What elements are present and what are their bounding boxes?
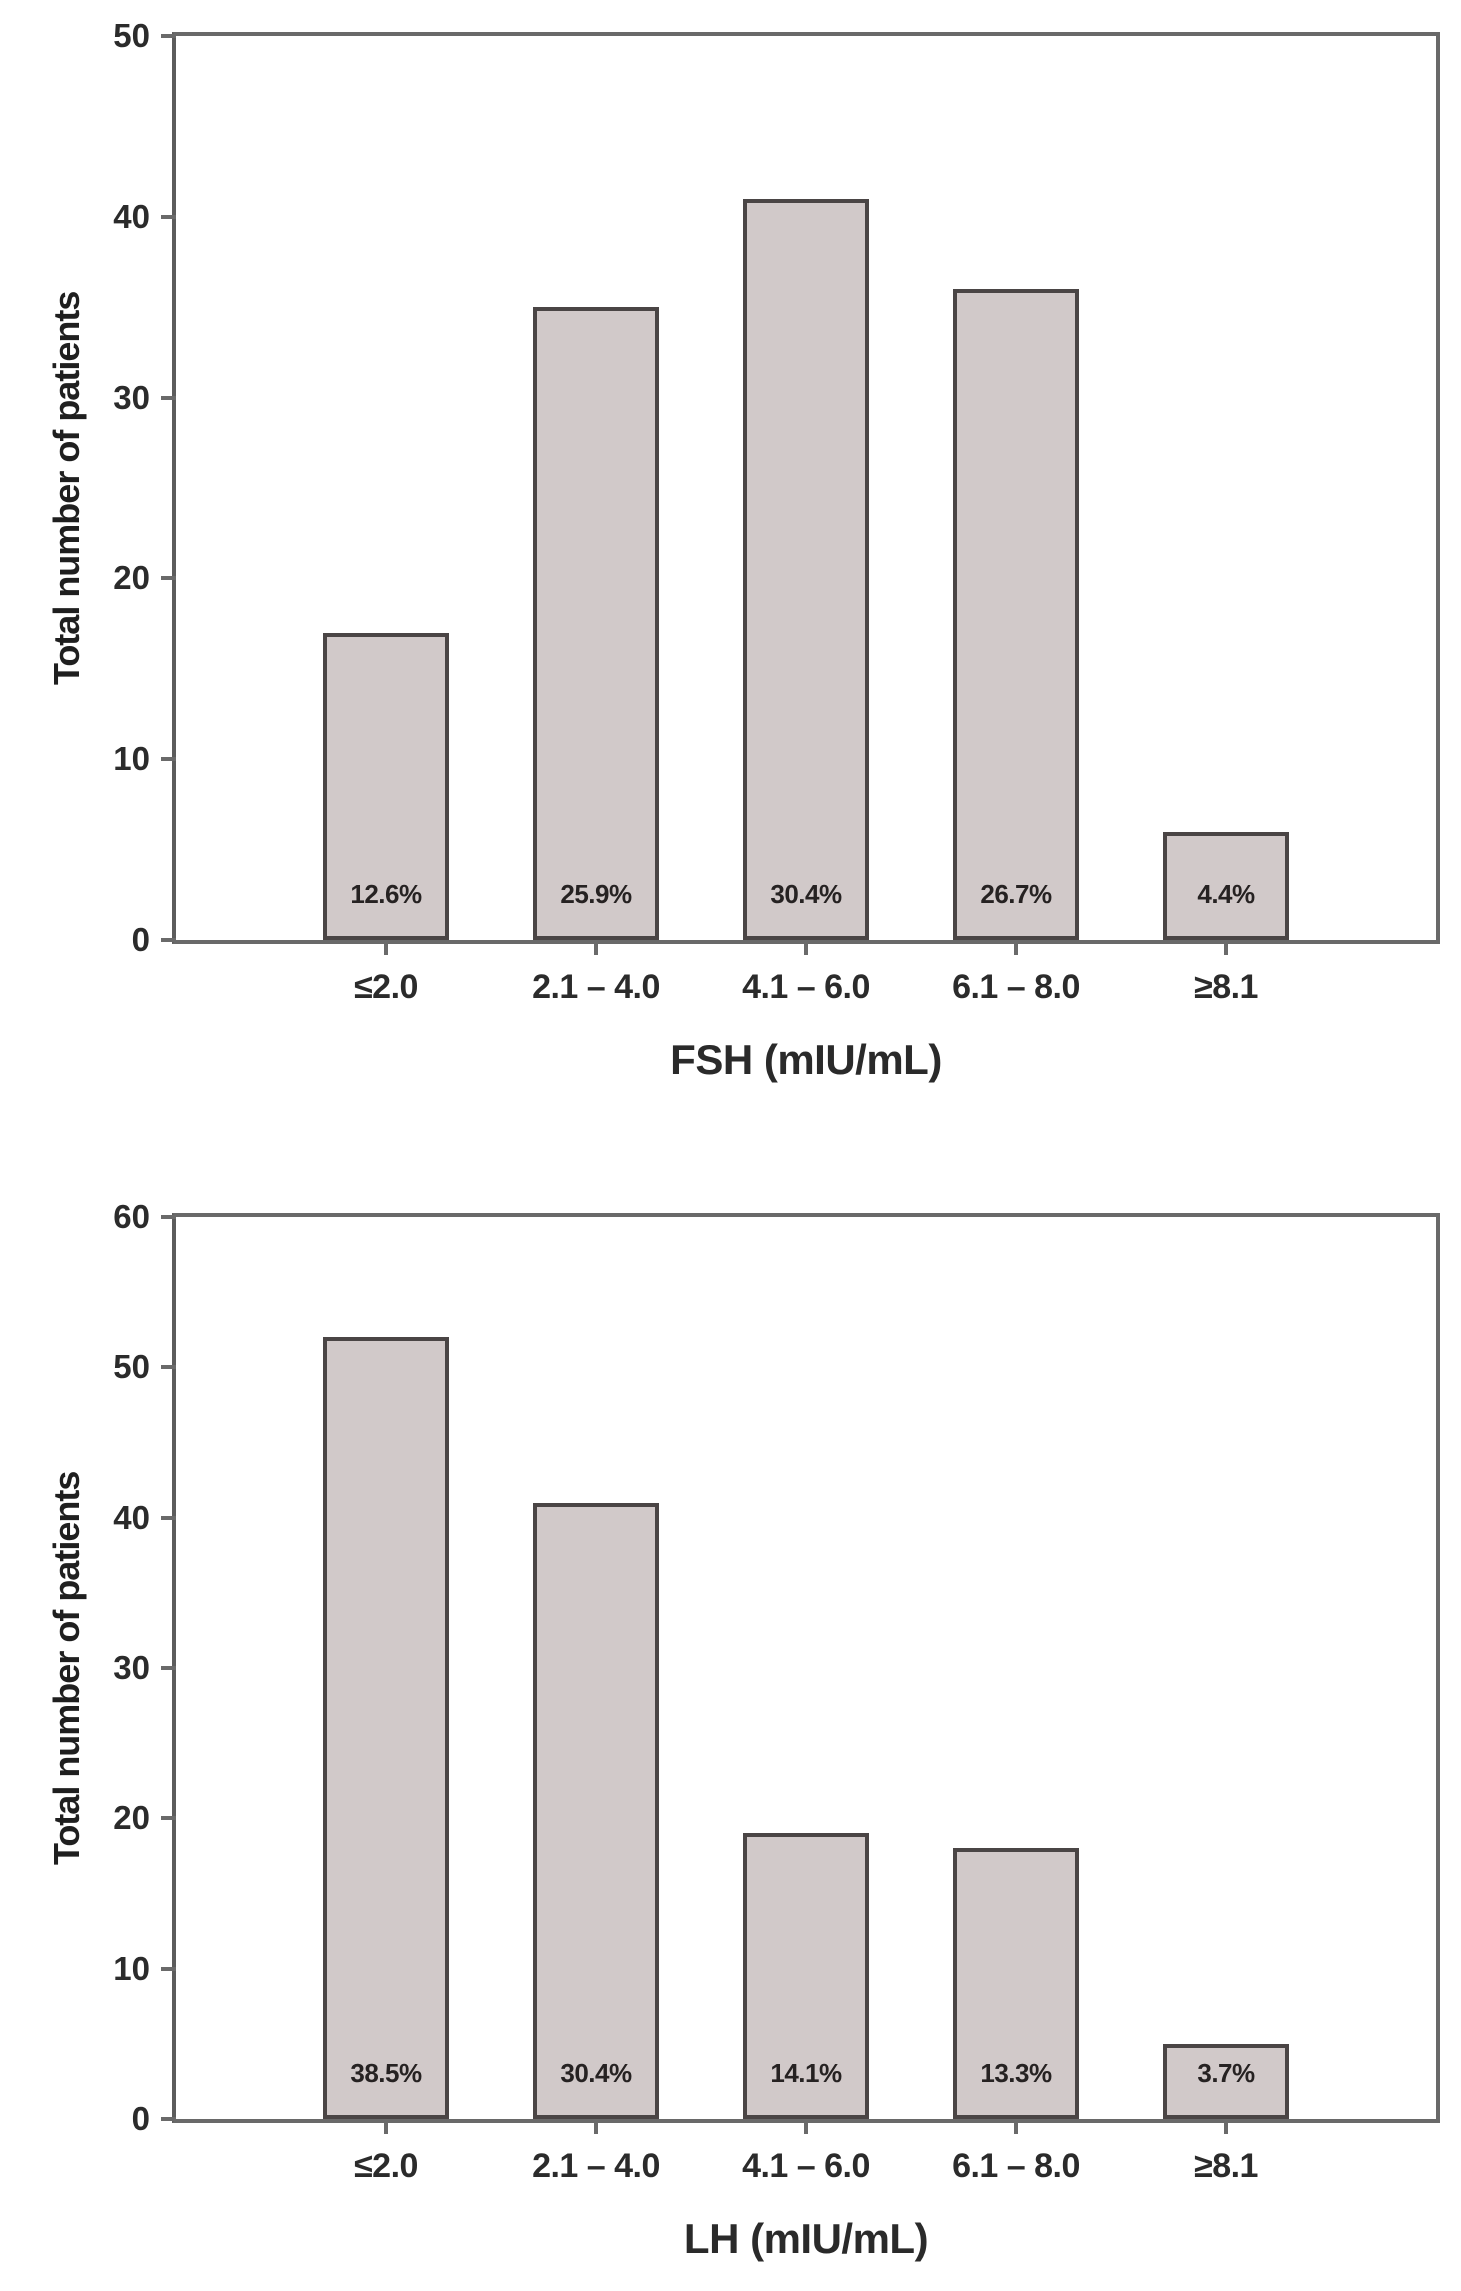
x-axis-title: FSH (mIU/mL) <box>670 1036 942 1083</box>
y-tick <box>161 1215 176 1219</box>
x-tick-label: 6.1 – 8.0 <box>952 968 1080 1006</box>
y-tick-label: 20 <box>113 559 150 597</box>
y-tick-label: 60 <box>113 1198 150 1235</box>
bar <box>532 307 659 940</box>
bar-percent-label: 26.7% <box>980 879 1052 909</box>
bar-percent-label: 13.3% <box>980 2058 1052 2088</box>
y-axis-title: Total number of patients <box>46 291 87 685</box>
x-tick <box>804 940 808 955</box>
y-tick <box>161 1365 176 1370</box>
bar-percent-label: 3.7% <box>1197 2058 1255 2088</box>
x-tick-label: ≤2.0 <box>354 968 418 1006</box>
y-tick <box>161 214 176 219</box>
y-tick <box>161 395 176 400</box>
y-tick <box>161 1966 176 1971</box>
y-tick-label: 50 <box>113 17 150 54</box>
bar-percent-label: 14.1% <box>770 2058 842 2088</box>
bar <box>952 289 1079 940</box>
y-tick <box>161 34 176 38</box>
x-tick-label: 2.1 – 4.0 <box>532 2147 660 2185</box>
bar <box>1163 831 1289 940</box>
x-tick-label: 4.1 – 6.0 <box>742 2147 870 2185</box>
y-tick <box>161 576 176 581</box>
x-tick <box>1224 940 1228 955</box>
y-tick-label: 0 <box>131 2100 150 2137</box>
bar-percent-label: 30.4% <box>560 2058 632 2088</box>
y-tick-label: 30 <box>113 378 150 416</box>
x-tick-label: ≥8.1 <box>1194 968 1258 1006</box>
x-tick-label: ≥8.1 <box>1194 2147 1258 2185</box>
x-tick <box>1013 940 1018 955</box>
fsh-bar-chart: Total number of patients FSH (mIU/mL) 0 1… <box>46 19 1440 1083</box>
y-tick-label: 0 <box>131 921 150 958</box>
y-tick-label: 30 <box>113 1649 150 1686</box>
y-tick <box>161 1666 176 1670</box>
bar <box>1163 2043 1289 2119</box>
bar <box>743 1833 869 2119</box>
bar-percent-label: 30.4% <box>770 879 842 909</box>
lh-bar-chart: Total number of patients LH (mIU/mL) 0 10… <box>46 1200 1440 2262</box>
x-tick-label: 4.1 – 6.0 <box>742 968 870 1006</box>
x-tick <box>383 940 388 955</box>
y-tick-label: 40 <box>113 1498 150 1536</box>
y-tick-label: 10 <box>113 1949 150 1987</box>
bar-percent-label: 4.4% <box>1197 879 1255 909</box>
x-tick <box>383 2119 388 2134</box>
bar-percent-label: 12.6% <box>350 879 422 909</box>
y-tick-label: 50 <box>113 1348 150 1386</box>
y-tick <box>161 938 176 942</box>
y-tick <box>161 1515 176 1520</box>
bar <box>322 632 449 940</box>
x-tick-label: 2.1 – 4.0 <box>532 968 660 1006</box>
bar <box>743 198 869 940</box>
x-tick <box>593 2119 598 2134</box>
x-axis-title: LH (mIU/mL) <box>683 2215 929 2262</box>
x-tick <box>1224 2119 1228 2134</box>
x-tick <box>593 940 598 955</box>
x-tick-label: ≤2.0 <box>354 2147 418 2185</box>
x-tick-label: 6.1 – 8.0 <box>952 2147 1080 2185</box>
y-tick <box>161 757 176 762</box>
bar <box>322 1337 449 2119</box>
y-tick-label: 40 <box>113 197 150 235</box>
bar <box>952 1848 1079 2119</box>
y-tick <box>161 1816 176 1821</box>
y-tick-label: 10 <box>113 740 150 778</box>
x-tick <box>1013 2119 1018 2134</box>
x-tick <box>804 2119 808 2134</box>
y-tick <box>161 2117 176 2121</box>
bar-percent-label: 25.9% <box>560 879 632 909</box>
y-tick-label: 20 <box>113 1799 150 1837</box>
bar <box>532 1502 659 2119</box>
bar-percent-label: 38.5% <box>350 2058 422 2088</box>
